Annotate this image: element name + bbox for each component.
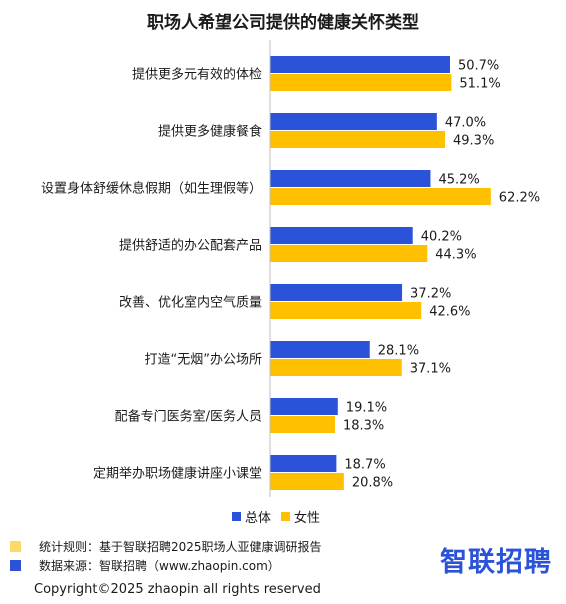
- legend-label-female: 女性: [294, 511, 321, 526]
- data-label-female: 18.3%: [343, 419, 384, 434]
- bar-total: [270, 284, 403, 301]
- data-label-female: 62.2%: [499, 191, 540, 206]
- data-label-total: 50.7%: [458, 59, 499, 74]
- bar-total: [270, 170, 431, 187]
- bar-total: [270, 56, 450, 73]
- data-label-total: 37.2%: [410, 287, 451, 302]
- bar-female: [270, 359, 402, 376]
- bar-female: [270, 302, 422, 319]
- data-label-female: 37.1%: [410, 362, 451, 377]
- data-label-total: 47.0%: [445, 116, 486, 131]
- category-label: 配备专门医务室/医务人员: [115, 409, 262, 425]
- bar-total: [270, 227, 413, 244]
- bar-total: [270, 455, 337, 472]
- note-source: 数据来源：智联招聘（www.zhaopin.com）: [10, 557, 280, 574]
- data-label-total: 18.7%: [344, 458, 385, 473]
- bar-female: [270, 74, 452, 91]
- bar-female: [270, 131, 446, 148]
- brand-logo: 智联招聘: [440, 547, 552, 578]
- category-label: 提供更多元有效的体检: [132, 67, 262, 83]
- data-label-total: 19.1%: [346, 401, 387, 416]
- data-label-female: 42.6%: [429, 305, 470, 320]
- bar-female: [270, 188, 491, 205]
- bar-total: [270, 341, 370, 358]
- data-label-total: 45.2%: [438, 173, 479, 188]
- category-label: 提供更多健康餐食: [158, 124, 262, 140]
- note-rule: 统计规则：基于智联招聘2025职场人亚健康调研报告: [10, 538, 322, 555]
- category-label: 提供舒适的办公配套产品: [119, 238, 262, 254]
- category-label: 定期举办职场健康讲座小课堂: [93, 466, 262, 482]
- data-label-female: 44.3%: [435, 248, 476, 263]
- note-rule-marker: [10, 541, 21, 552]
- note-source-marker: [10, 560, 21, 571]
- data-label-total: 28.1%: [378, 344, 419, 359]
- data-label-female: 51.1%: [459, 77, 500, 92]
- legend-swatch-female: [281, 512, 291, 521]
- data-label-female: 20.8%: [352, 476, 393, 491]
- legend: 总体 女性: [232, 507, 326, 526]
- bar-total: [270, 113, 437, 130]
- bar-chart: 提供更多元有效的体检 50.7% 51.1% 提供更多健康餐食 47.0% 49.3% 设置…: [41, 40, 540, 497]
- chart-title: 职场人希望公司提供的健康关怀类型: [147, 13, 419, 33]
- category-label: 设置身体舒缓休息假期（如生理假等）: [41, 181, 262, 197]
- bar-female: [270, 473, 344, 490]
- bar-female: [270, 245, 428, 262]
- bar-total: [270, 398, 338, 415]
- copyright: Copyright©2025 zhaopin all rights reserv…: [34, 582, 321, 597]
- legend-label-total: 总体: [245, 511, 272, 526]
- category-label: 打造“无烟”办公场所: [145, 353, 262, 368]
- bar-female: [270, 416, 335, 433]
- data-label-female: 49.3%: [453, 134, 494, 149]
- legend-swatch-total: [232, 512, 241, 521]
- note-source-text: 数据来源：智联招聘（www.zhaopin.com）: [39, 559, 280, 573]
- data-label-total: 40.2%: [421, 230, 462, 245]
- category-label: 改善、优化室内空气质量: [119, 295, 262, 311]
- note-rule-text: 统计规则：基于智联招聘2025职场人亚健康调研报告: [39, 540, 322, 554]
